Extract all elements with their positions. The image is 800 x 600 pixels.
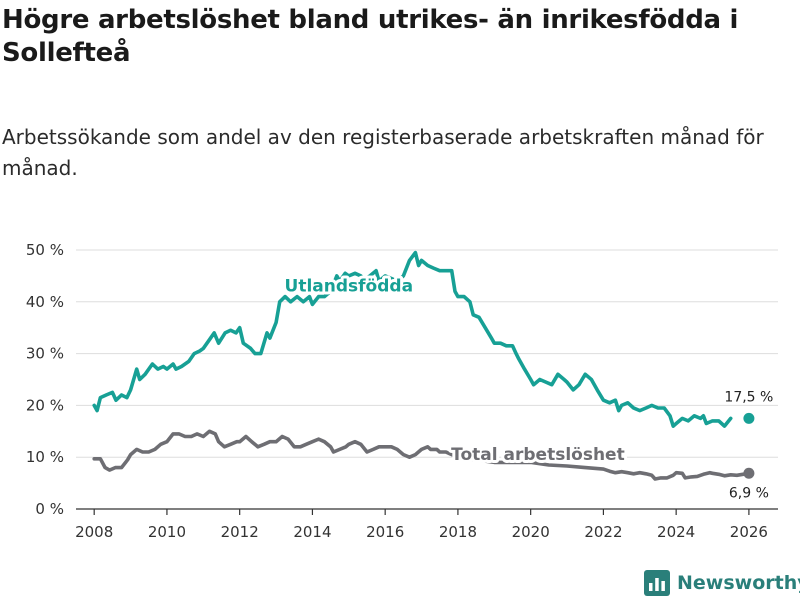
end-point-total-arbetsl-shet xyxy=(743,467,755,479)
y-axis: 0 % 10 % 20 % 30 % 40 % 50 % xyxy=(26,241,64,518)
series-group xyxy=(92,250,751,481)
y-tick-label: 20 % xyxy=(26,396,64,414)
grid-lines xyxy=(76,249,778,510)
series-label-halo: Total arbetslöshet xyxy=(451,445,625,465)
series-label-halo: Utlandsfödda xyxy=(285,276,414,296)
x-tick-label: 2014 xyxy=(293,523,331,541)
y-tick-label: 0 % xyxy=(35,500,64,518)
x-tick-label: 2020 xyxy=(512,523,550,541)
endpoint-markers: 17,5 % 6,9 % xyxy=(724,389,773,501)
y-tick-label: 10 % xyxy=(26,448,64,466)
x-tick-label: 2012 xyxy=(221,523,259,541)
x-tick-label: 2022 xyxy=(584,523,622,541)
x-tick-label: 2016 xyxy=(366,523,404,541)
bar-chart-logo-icon xyxy=(644,570,670,596)
series-label-utlandsf-dda: Utlandsfödda xyxy=(285,276,414,296)
end-value-label-total-arbetsl-shet: 6,9 % xyxy=(729,485,769,501)
x-tick-label: 2024 xyxy=(657,523,695,541)
chart-subtitle: Arbetssökande som andel av den registerb… xyxy=(2,125,764,180)
y-tick-label: 40 % xyxy=(26,293,64,311)
end-value-label-utlandsf-dda: 17,5 % xyxy=(724,389,773,405)
x-axis: 2008 2010 2012 2014 2016 2018 2020 2022 2024 2026 xyxy=(75,509,768,541)
series-label-total-arbetsl-shet: Total arbetslöshet xyxy=(451,445,625,465)
end-point-utlandsf-dda xyxy=(743,412,755,424)
brand-name: Newsworthy xyxy=(677,572,800,594)
x-tick-label: 2010 xyxy=(148,523,186,541)
x-tick-label: 2026 xyxy=(730,523,768,541)
chart-title: Högre arbetslöshet bland utrikes- än inr… xyxy=(2,5,739,68)
y-tick-label: 30 % xyxy=(26,345,64,363)
y-tick-label: 50 % xyxy=(26,241,64,259)
series-line-utlandsf-dda xyxy=(92,250,733,428)
x-tick-label: 2008 xyxy=(75,523,113,541)
x-tick-label: 2018 xyxy=(439,523,477,541)
newsworthy-brand: Newsworthy xyxy=(644,568,800,598)
series-line-total-arbetsl-shet xyxy=(92,429,751,481)
